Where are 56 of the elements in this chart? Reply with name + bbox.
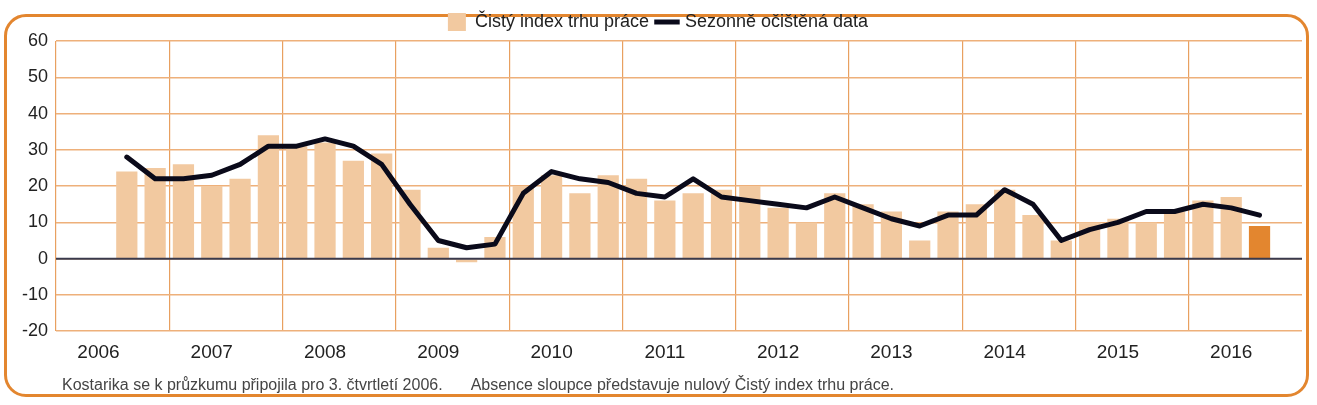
x-tick-label: 2009 xyxy=(417,340,460,362)
bar xyxy=(909,240,931,258)
y-tick-label: 40 xyxy=(27,102,49,123)
bar xyxy=(795,222,818,258)
bar xyxy=(1192,200,1214,258)
x-tick-label: 2008 xyxy=(303,340,347,362)
bar xyxy=(144,167,166,258)
x-tick-label: 2010 xyxy=(530,340,573,362)
x-tick-label: 2006 xyxy=(77,340,120,362)
bar xyxy=(314,142,336,258)
bar xyxy=(739,186,761,258)
legend-label: Sezonně očištěná data xyxy=(684,10,870,31)
bar xyxy=(201,186,223,258)
bar xyxy=(1050,240,1072,258)
bar xyxy=(597,175,619,258)
bar xyxy=(540,175,563,258)
legend-label: Čistý index trhu práce xyxy=(474,9,649,31)
bar xyxy=(994,189,1016,258)
bar xyxy=(852,204,874,258)
bar xyxy=(257,135,280,258)
bar xyxy=(286,146,308,258)
bar xyxy=(710,189,733,258)
y-tick-label: 60 xyxy=(27,29,49,50)
text: Kostarika se k průzkumu připojila pro 3. čtvrtletí 2006. xyxy=(62,376,443,393)
x-tick-label: 2015 xyxy=(1096,340,1140,362)
y-tick-label: -10 xyxy=(22,283,49,304)
bar xyxy=(342,160,364,258)
x-tick-label: 2013 xyxy=(870,340,913,362)
bar xyxy=(1163,211,1186,258)
y-tick-label: 50 xyxy=(27,66,49,87)
bar xyxy=(1022,215,1044,258)
x-tick-label: 2012 xyxy=(756,340,800,362)
x-tick-label: 2007 xyxy=(190,340,233,362)
bar xyxy=(427,247,449,258)
bar xyxy=(1248,226,1271,258)
text: Absence sloupce představuje nulový Čistý index trhu práce. xyxy=(470,376,894,393)
bar xyxy=(116,171,138,258)
bar xyxy=(682,193,704,258)
bar xyxy=(654,200,676,258)
bar xyxy=(569,193,591,258)
x-tick-label: 2011 xyxy=(644,340,686,362)
bar xyxy=(229,178,251,258)
bar xyxy=(1220,196,1242,258)
bar xyxy=(1135,222,1157,258)
bar xyxy=(172,164,195,258)
x-tick-label: 2014 xyxy=(983,340,1027,362)
y-tick-label: 20 xyxy=(27,175,49,196)
y-tick-label: -20 xyxy=(22,320,49,341)
bar xyxy=(767,207,789,258)
x-tick-label: 2016 xyxy=(1210,340,1253,362)
y-tick-label: 30 xyxy=(27,138,49,159)
bar xyxy=(824,193,846,258)
bar xyxy=(371,153,393,258)
y-tick-label: 0 xyxy=(38,247,49,268)
bar xyxy=(625,178,648,258)
y-tick-label: 10 xyxy=(27,211,49,232)
